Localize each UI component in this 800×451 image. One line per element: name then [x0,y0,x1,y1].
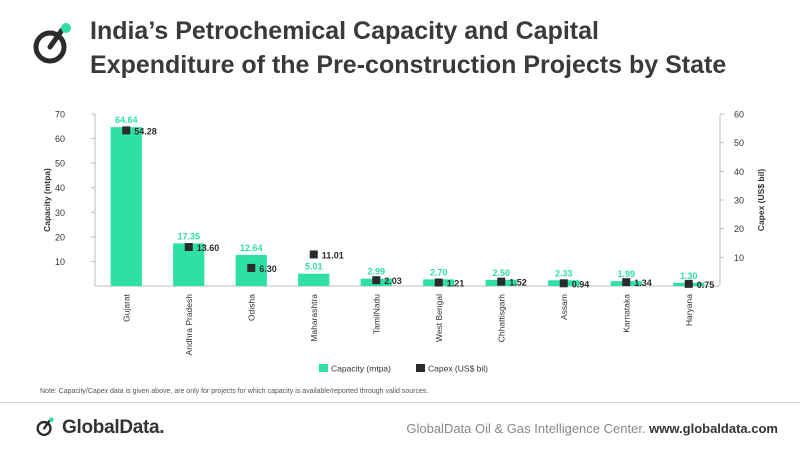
category-label: Odisha [246,294,256,321]
capex-data-label: 13.60 [197,243,220,253]
category-label: Chhattisgarh [496,294,506,342]
right-axis-tick-label: 50 [734,138,744,148]
chart-title-line-2: Expenditure of the Pre-construction Proj… [90,51,727,79]
capacity-bar [110,127,142,286]
capacity-data-label: 17.35 [177,231,200,241]
chart: 10 20 30 40 50 60 70 10 20 30 40 50 60 Capacity (mtpa… [42,110,766,374]
capex-data-label: 11.01 [322,250,344,260]
capex-marker [622,278,631,287]
capex-marker [684,279,693,288]
brand-name: GlobalData. [62,417,165,438]
capacity-data-label: 1.30 [680,271,698,281]
capex-marker [497,277,506,286]
category-label: TamilNadu [371,294,381,334]
right-axis-tick-label: 40 [734,167,744,177]
capex-data-label: 0.94 [572,279,590,289]
capex-marker [372,276,381,285]
capex-data-label: 1.21 [447,279,465,289]
capex-marker [309,250,318,259]
legend-capacity-swatch [319,364,328,372]
right-axis-tick-label: 30 [734,196,744,206]
right-axis-tick-label: 60 [734,110,744,120]
left-axis-tick-label: 10 [55,257,65,267]
capacity-data-label: 1.99 [617,269,635,279]
capacity-data-label: 2.70 [430,267,448,277]
chart-title: India’s Petrochemical Capacity and Capit… [90,14,790,82]
category-label: Andhra Pradesh [184,294,194,356]
right-axis-tick-label: 20 [734,224,744,234]
legend-capacity-label: Capacity (mtpa) [331,364,391,374]
capacity-bar [298,273,330,286]
source-text: GlobalData Oil & Gas Intelligence Center… [406,421,646,436]
capex-data-label: 0.75 [697,280,715,290]
capacity-data-label: 2.50 [492,268,510,278]
header: India’s Petrochemical Capacity and Capit… [0,0,800,96]
left-axis-tick-label: 70 [55,110,65,120]
capacity-data-label: 2.99 [367,267,385,277]
capacity-data-label: 2.33 [555,268,573,278]
footer-source: GlobalData Oil & Gas Intelligence Center… [406,421,778,436]
left-axis-tick-label: 60 [55,134,65,144]
capex-data-label: 1.52 [509,278,527,288]
chart-note: Note: Capacity/Capex data is given above… [40,388,429,395]
capacity-data-label: 5.01 [305,262,323,272]
capex-marker [122,126,131,135]
capacity-data-label: 12.64 [240,243,263,253]
legend-capex-swatch [416,364,425,372]
left-axis-tick-label: 20 [55,232,65,242]
capex-marker [559,279,568,288]
category-label: Maharashtra [309,294,319,342]
category-label: Karnataka [621,294,631,333]
globaldata-logo-icon [33,23,71,64]
capex-marker [184,243,193,252]
right-axis-tick-label: 10 [734,253,744,263]
category-label: Haryana [684,294,694,326]
capex-data-label: 6.30 [259,264,277,274]
legend-capex-label: Capex (US$ bil) [428,364,488,374]
category-label: Assam [559,294,569,320]
right-axis-label: Capex (US$ bil) [756,169,766,232]
brand: GlobalData. [34,417,165,439]
category-label: West Bengal [434,294,444,342]
capex-data-label: 1.34 [634,278,652,288]
left-axis-tick-label: 50 [55,159,65,169]
left-axis-tick-label: 30 [55,208,65,218]
capex-data-label: 54.28 [134,126,157,136]
brand-logo-icon [36,417,54,437]
chart-title-line-1: India’s Petrochemical Capacity and Capit… [90,17,599,45]
capacity-data-label: 64.64 [115,115,138,125]
website-link[interactable]: www.globaldata.com [649,421,778,436]
footer: GlobalData. GlobalData Oil & Gas Intelli… [0,402,800,451]
capex-marker [247,263,256,272]
capex-data-label: 2.03 [384,276,402,286]
left-axis-tick-label: 40 [55,183,65,193]
capex-marker [434,278,443,287]
left-axis-label: Capacity (mtpa) [42,168,52,232]
category-label: Gujarat [121,293,131,322]
